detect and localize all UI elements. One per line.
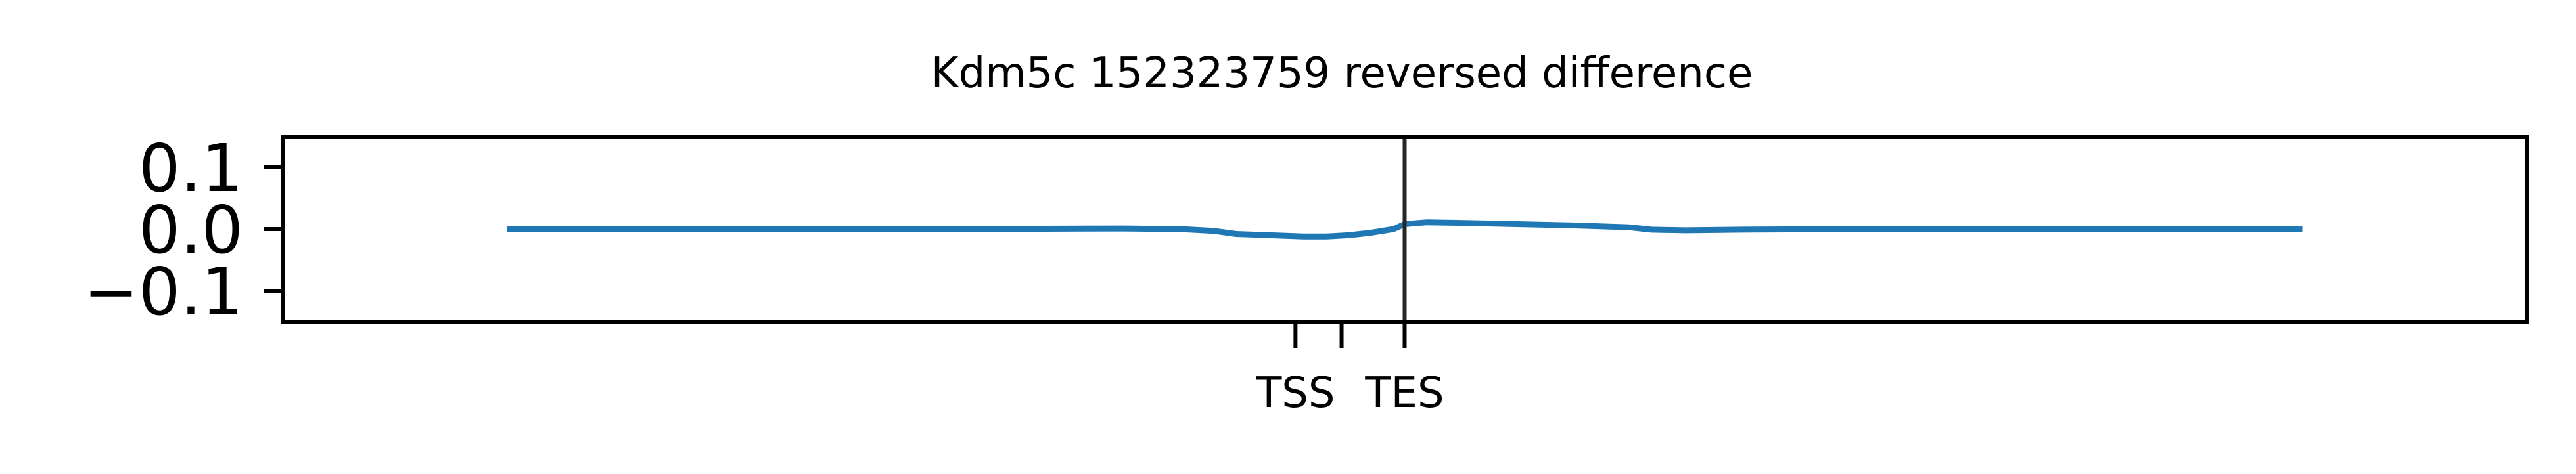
y-tick-label: 0.1 (139, 130, 243, 207)
plot-area: 0.10.0−0.1 TSS TES (83, 130, 2529, 418)
y-tick-label: −0.1 (83, 253, 243, 330)
chart-title: Kdm5c 152323759 reversed difference (931, 49, 1753, 98)
x-tick-label: TSS (1255, 369, 1335, 418)
x-tick-label: TES (1364, 369, 1444, 418)
y-tick-label: 0.0 (139, 192, 243, 269)
